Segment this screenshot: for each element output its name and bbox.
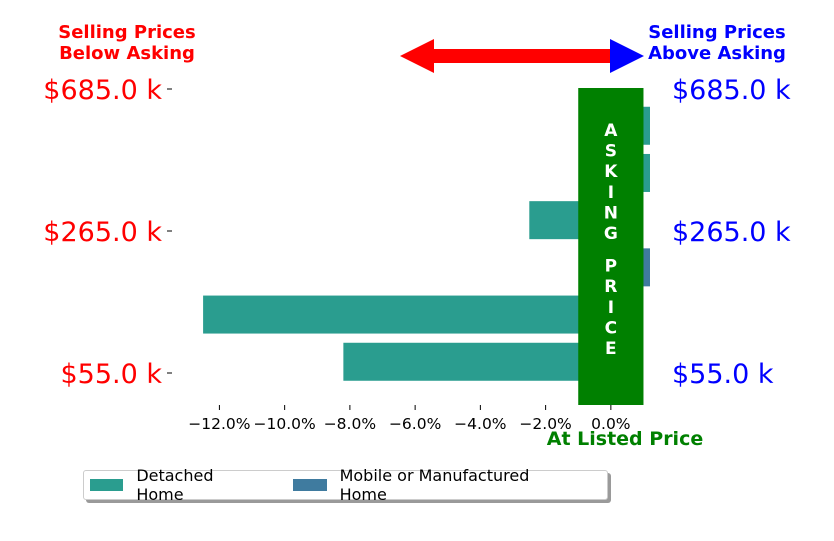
y-tick-label-right-1: $265.0 k (672, 217, 791, 248)
asking-letter-5: G (604, 224, 618, 244)
bar-5 (343, 342, 611, 381)
legend-swatch-detached (90, 479, 124, 491)
arrow-head-left (400, 39, 434, 73)
asking-letter-0: A (604, 121, 618, 141)
y-tick-label-left-0: $685.0 k (43, 75, 162, 106)
title-left-line-1: Below Asking (59, 43, 195, 64)
x-tick-label-5: −2.0% (519, 415, 571, 433)
title-left-line-0: Selling Prices (58, 22, 195, 43)
asking-letter-8: R (604, 277, 617, 297)
asking-letter-9: I (608, 298, 614, 318)
x-tick-label-0: −12.0% (188, 415, 250, 433)
title-right-line-1: Above Asking (648, 43, 786, 64)
y-tick-label-left-2: $55.0 k (60, 359, 162, 390)
x-tick-label-2: −8.0% (324, 415, 376, 433)
title-right-line-0: Selling Prices (648, 22, 785, 43)
x-tick-label-4: −4.0% (454, 415, 506, 433)
at-listed-price-label: At Listed Price (547, 428, 703, 450)
arrow-shaft (432, 49, 612, 63)
asking-letter-2: K (604, 162, 618, 182)
y-axis-right: $685.0 k $265.0 k $55.0 k (672, 75, 791, 390)
x-tick-label-1: −10.0% (254, 415, 316, 433)
asking-letter-10: C (605, 318, 617, 338)
y-tick-label-left-1: $265.0 k (43, 217, 162, 248)
x-tick-label-6: 0.0% (591, 415, 630, 433)
y-axis-left: $685.0 k $265.0 k $55.0 k (43, 75, 172, 390)
legend-item-detached: Detached Home (90, 466, 263, 504)
asking-letter-1: S (605, 142, 617, 162)
asking-letter-7: P (605, 257, 617, 277)
legend: Detached Home Mobile or Manufactured Hom… (83, 466, 608, 504)
asking-letter-11: E (605, 339, 617, 359)
direction-arrow (400, 39, 644, 73)
legend-swatch-mobile (293, 479, 327, 491)
x-axis: −12.0% −10.0% −8.0% −6.0% −4.0% −2.0% 0.0%At L… (188, 405, 703, 450)
x-tick-label-3: −6.0% (389, 415, 441, 433)
y-tick-label-right-0: $685.0 k (672, 75, 791, 106)
legend-item-mobile: Mobile or Manufactured Home (293, 466, 577, 504)
asking-band-rect (578, 88, 644, 405)
asking-letter-4: N (604, 203, 618, 223)
arrow-head-right (610, 39, 644, 73)
legend-label-detached: Detached Home (136, 466, 214, 504)
asking-letter-3: I (608, 183, 614, 203)
bar-4 (203, 295, 611, 334)
legend-label-mobile: Mobile or Manufactured Home (339, 466, 530, 504)
y-tick-label-right-2: $55.0 k (672, 359, 774, 390)
